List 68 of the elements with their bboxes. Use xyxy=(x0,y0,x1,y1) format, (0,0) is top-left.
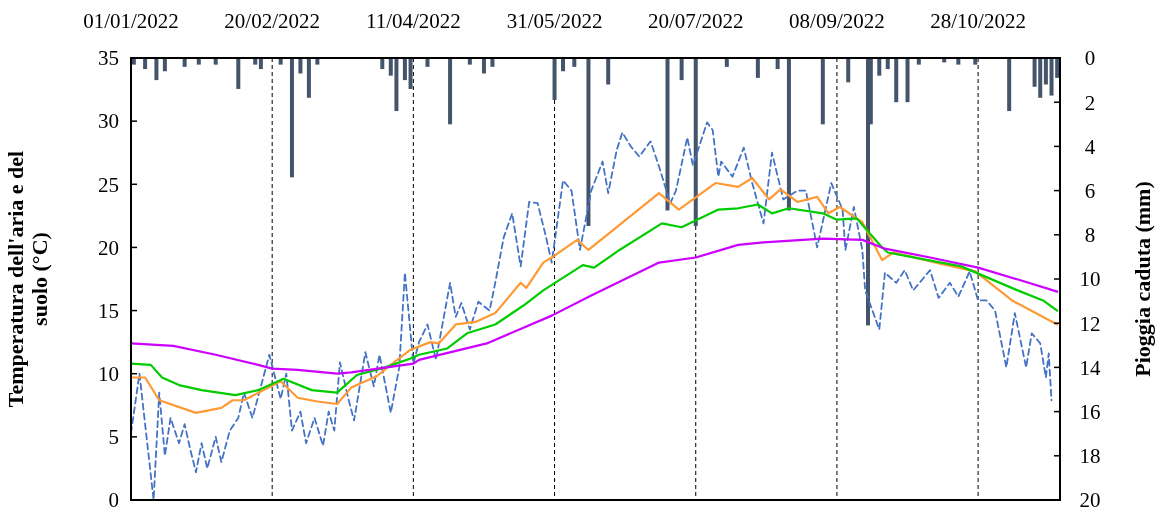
bar xyxy=(606,58,611,85)
bar xyxy=(693,58,698,226)
bar xyxy=(425,58,430,67)
y-tick-label: 35 xyxy=(98,46,119,71)
line-series xyxy=(129,237,1059,375)
x-tick-label: 20/07/2022 xyxy=(647,9,744,33)
x-tick-label: 31/05/2022 xyxy=(506,9,603,33)
bar xyxy=(1007,58,1012,112)
line-series xyxy=(129,203,1059,397)
bar xyxy=(786,58,791,211)
y2-tick-label: 16 xyxy=(1079,399,1101,424)
bar xyxy=(298,58,303,74)
y2-tick-label: 14 xyxy=(1079,355,1101,380)
bar xyxy=(408,58,413,89)
bar xyxy=(143,58,148,70)
bar xyxy=(905,58,910,103)
line-series xyxy=(129,176,1059,414)
x-tick-label: 28/10/2022 xyxy=(930,9,1026,33)
bar xyxy=(724,58,729,67)
bar xyxy=(572,58,577,67)
bar xyxy=(561,58,566,72)
y-tick-label: 30 xyxy=(98,109,119,134)
x-tick-label: 01/01/2022 xyxy=(83,9,179,33)
bar xyxy=(182,58,187,67)
y2-tick-label: 2 xyxy=(1084,90,1096,115)
x-tick-label: 11/04/2022 xyxy=(365,9,461,33)
bar xyxy=(885,58,890,70)
bar xyxy=(755,58,760,78)
y2-tick-label: 10 xyxy=(1079,267,1101,292)
y2-axis-title: Pioggia caduta (mm) xyxy=(1130,181,1155,377)
y-tick-label: 5 xyxy=(108,425,119,450)
bar xyxy=(481,58,486,74)
bar xyxy=(775,58,780,70)
bar xyxy=(154,58,159,81)
bar xyxy=(306,58,311,98)
y2-tick-label: 8 xyxy=(1084,223,1096,248)
bar xyxy=(448,58,453,125)
bar xyxy=(586,58,591,226)
bar xyxy=(289,58,294,178)
bar xyxy=(820,58,825,125)
y2-tick-label: 6 xyxy=(1084,178,1096,203)
bar xyxy=(162,58,167,72)
y2-tick-label: 0 xyxy=(1084,46,1096,71)
bar xyxy=(490,58,495,67)
bar xyxy=(236,58,241,89)
bar xyxy=(894,58,899,103)
y2-tick-label: 20 xyxy=(1079,488,1101,512)
y-tick-label: 20 xyxy=(98,235,119,260)
x-tick-label: 20/02/2022 xyxy=(224,9,321,33)
bar xyxy=(402,58,407,81)
bar xyxy=(665,58,670,211)
line-series xyxy=(130,121,1053,501)
y-tick-label: 0 xyxy=(108,488,119,512)
y-tick-label: 15 xyxy=(98,298,119,323)
bar xyxy=(1043,58,1048,85)
x-tick-label: 08/09/2022 xyxy=(789,9,885,33)
bar xyxy=(380,58,385,70)
bar xyxy=(846,58,851,83)
y2-tick-label: 12 xyxy=(1079,311,1101,336)
bar xyxy=(877,58,882,76)
y-tick-label: 10 xyxy=(98,362,119,387)
bar xyxy=(258,58,263,70)
y-axis-title: Temperatura dell'aria e del suolo (°C) xyxy=(2,150,53,408)
bar xyxy=(679,58,684,81)
y-tick-label: 25 xyxy=(98,172,119,197)
y2-tick-label: 4 xyxy=(1084,134,1096,159)
bar xyxy=(552,58,557,100)
y2-tick-label: 18 xyxy=(1079,444,1101,469)
